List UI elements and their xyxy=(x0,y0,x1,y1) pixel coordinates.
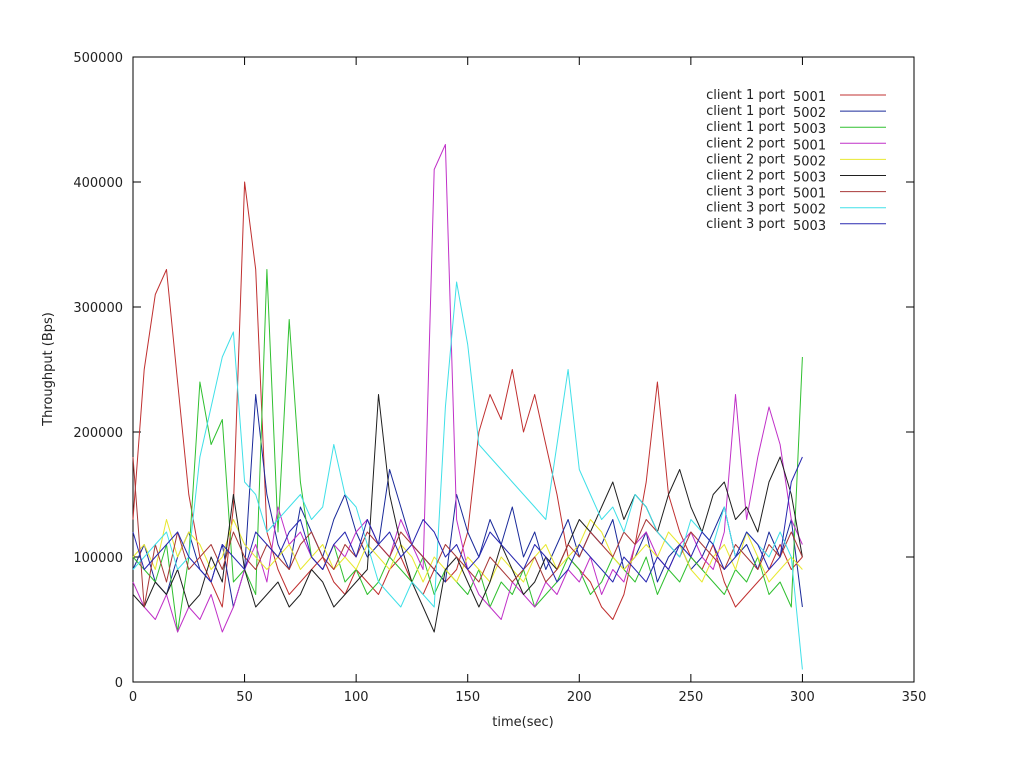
x-tick-label: 250 xyxy=(678,690,703,705)
y-tick-label: 400000 xyxy=(73,176,123,191)
legend-label: client 1 port xyxy=(706,104,785,119)
legend-label: client 2 port xyxy=(706,136,785,151)
y-axis-label: Throughput (Bps) xyxy=(41,312,56,427)
x-tick-label: 350 xyxy=(902,690,927,705)
legend-label: client 2 port xyxy=(706,169,785,184)
legend-port: 5001 xyxy=(793,187,826,202)
series-line-6 xyxy=(132,394,803,633)
legend-port: 5002 xyxy=(793,203,826,218)
y-tick-label: 100000 xyxy=(73,551,123,566)
series-group xyxy=(132,144,803,670)
legend-port: 5002 xyxy=(793,154,826,169)
legend-port: 5002 xyxy=(793,106,826,121)
y-axis: 0 100000 200000 300000 400000 500000 xyxy=(73,51,914,691)
legend-label: client 1 port xyxy=(706,120,785,135)
series-line-9 xyxy=(132,456,803,583)
legend-port: 5003 xyxy=(793,219,826,234)
legend-label: client 3 port xyxy=(706,185,785,200)
series-line-3 xyxy=(132,269,803,633)
x-axis-label: time(sec) xyxy=(492,715,553,730)
legend-port: 5001 xyxy=(793,90,826,105)
x-tick-label: 50 xyxy=(236,690,253,705)
y-tick-label: 500000 xyxy=(73,51,123,66)
y-tick-label: 0 xyxy=(115,676,123,691)
x-tick-label: 0 xyxy=(129,690,137,705)
legend-port: 5003 xyxy=(793,171,826,186)
legend-label: client 3 port xyxy=(706,201,785,216)
x-tick-label: 150 xyxy=(455,690,480,705)
legend-label: client 3 port xyxy=(706,217,785,232)
series-line-1 xyxy=(132,181,803,620)
series-line-4 xyxy=(132,144,803,633)
legend-port: 5003 xyxy=(793,122,826,137)
plot-frame xyxy=(132,56,915,683)
x-axis: 0 50 100 150 200 250 300 350 xyxy=(129,57,927,705)
x-tick-label: 100 xyxy=(344,690,369,705)
legend-label: client 2 port xyxy=(706,152,785,167)
legend-port: 5001 xyxy=(793,138,826,153)
legend: client 1 port 5001 client 1 port 5002 client… xyxy=(706,88,886,234)
y-tick-label: 200000 xyxy=(73,426,123,441)
x-tick-label: 300 xyxy=(790,690,815,705)
y-tick-label: 300000 xyxy=(73,301,123,316)
series-line-5 xyxy=(132,519,803,583)
series-line-8 xyxy=(132,281,803,670)
legend-label: client 1 port xyxy=(706,88,785,103)
x-tick-label: 200 xyxy=(567,690,592,705)
